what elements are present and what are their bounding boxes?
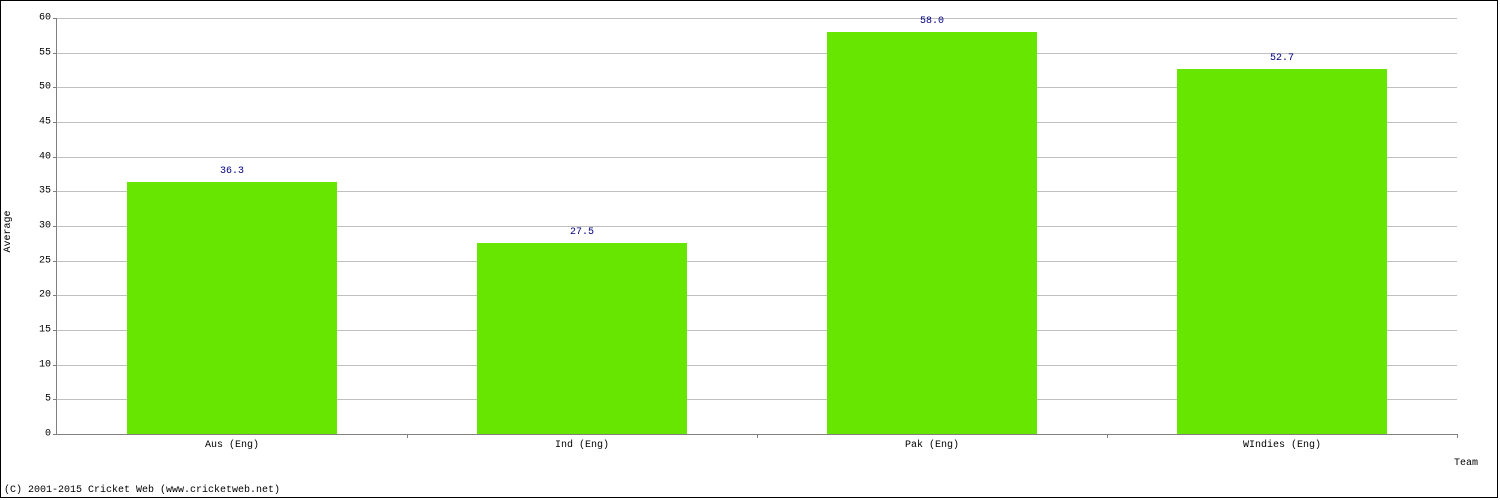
x-tick-mark — [1107, 434, 1108, 438]
x-tick-mark — [1457, 434, 1458, 438]
y-tick-label: 50 — [39, 82, 57, 93]
bar: 27.5 — [477, 243, 687, 434]
bar-value-label: 58.0 — [920, 16, 944, 27]
x-tick-label: WIndies (Eng) — [1243, 434, 1321, 451]
grid-line — [57, 53, 1457, 54]
y-tick-label: 35 — [39, 186, 57, 197]
bar-value-label: 27.5 — [570, 227, 594, 238]
x-tick-mark — [407, 434, 408, 438]
y-tick-label: 15 — [39, 325, 57, 336]
y-tick-label: 60 — [39, 13, 57, 24]
bar-value-label: 52.7 — [1270, 53, 1294, 64]
copyright-text: (C) 2001-2015 Cricket Web (www.cricketwe… — [4, 485, 280, 496]
x-tick-label: Pak (Eng) — [905, 434, 959, 451]
y-tick-label: 20 — [39, 290, 57, 301]
y-tick-label: 30 — [39, 221, 57, 232]
x-tick-mark — [757, 434, 758, 438]
y-tick-label: 10 — [39, 359, 57, 370]
bar: 36.3 — [127, 182, 337, 434]
y-tick-label: 40 — [39, 151, 57, 162]
y-tick-label: 55 — [39, 47, 57, 58]
y-tick-label: 45 — [39, 117, 57, 128]
y-axis-title: Average — [3, 210, 14, 252]
y-tick-label: 0 — [45, 429, 57, 440]
x-tick-label: Aus (Eng) — [205, 434, 259, 451]
bar: 52.7 — [1177, 69, 1387, 434]
bar: 58.0 — [827, 32, 1037, 434]
y-tick-label: 25 — [39, 255, 57, 266]
bar-value-label: 36.3 — [220, 166, 244, 177]
grid-line — [57, 18, 1457, 19]
x-tick-label: Ind (Eng) — [555, 434, 609, 451]
plot-area: 05101520253035404550556036.3Aus (Eng)27.… — [56, 18, 1457, 435]
y-tick-label: 5 — [45, 394, 57, 405]
x-axis-title: Team — [1454, 458, 1478, 469]
